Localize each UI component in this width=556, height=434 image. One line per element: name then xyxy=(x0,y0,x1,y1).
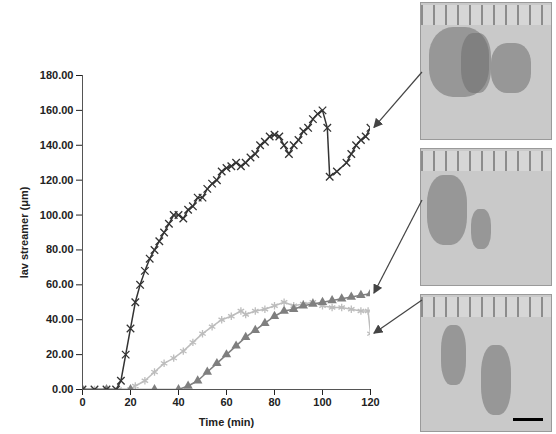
svg-text:80: 80 xyxy=(268,396,280,408)
svg-text:140.00: 140.00 xyxy=(40,139,74,151)
svg-text:160.00: 160.00 xyxy=(40,104,74,116)
svg-text:20: 20 xyxy=(124,396,136,408)
svg-text:lav streamer (μm): lav streamer (μm) xyxy=(18,186,30,278)
svg-text:60: 60 xyxy=(220,396,232,408)
svg-text:100: 100 xyxy=(313,396,331,408)
svg-text:80.00: 80.00 xyxy=(46,243,74,255)
svg-text:120: 120 xyxy=(361,396,379,408)
svg-text:Time (min): Time (min) xyxy=(199,416,255,428)
svg-text:60.00: 60.00 xyxy=(46,278,74,290)
svg-text:40: 40 xyxy=(172,396,184,408)
svg-text:0.00: 0.00 xyxy=(52,383,73,395)
svg-text:100.00: 100.00 xyxy=(40,209,74,221)
svg-text:120.00: 120.00 xyxy=(40,174,74,186)
svg-text:0: 0 xyxy=(79,396,85,408)
svg-text:180.00: 180.00 xyxy=(40,69,74,81)
svg-text:20.00: 20.00 xyxy=(46,348,74,360)
svg-text:40.00: 40.00 xyxy=(46,313,74,325)
